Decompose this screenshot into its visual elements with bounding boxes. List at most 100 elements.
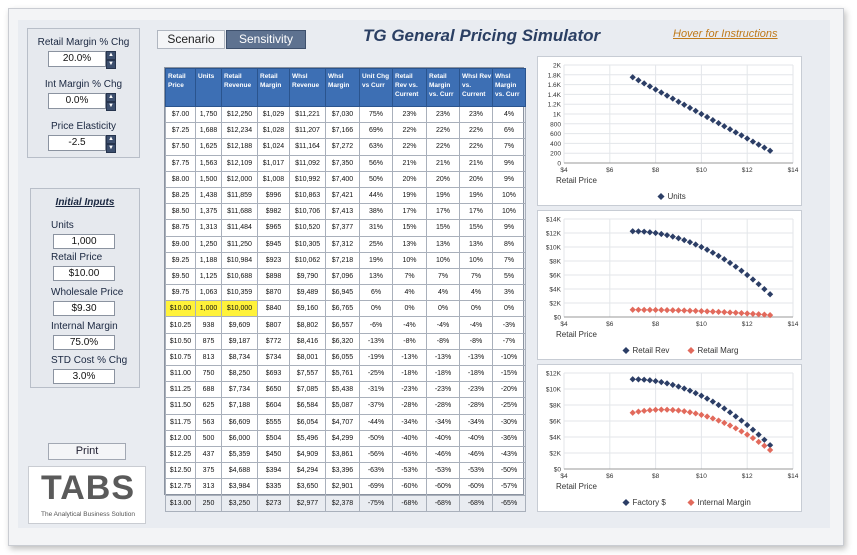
- table-row: $7.25 1,688 $12,234 $1,028 $11,207 $7,166 69% 2…: [165, 122, 526, 140]
- wholesale-price-input[interactable]: $9.30: [53, 301, 115, 316]
- data-point: [641, 228, 648, 235]
- table-cell: 50%: [359, 170, 393, 188]
- legend-label: Retail Marg: [698, 346, 739, 355]
- data-point: [761, 442, 768, 449]
- table-cell: 15%: [392, 219, 427, 237]
- instructions-link[interactable]: Hover for Instructions: [673, 28, 778, 40]
- internal-margin-input[interactable]: 75.0%: [53, 335, 115, 350]
- table-cell: $13.00: [165, 494, 196, 512]
- table-cell: $7,734: [221, 381, 258, 399]
- data-point: [663, 92, 671, 99]
- table-cell: $10,688: [221, 267, 258, 286]
- data-point: [686, 307, 694, 314]
- spin-down-icon[interactable]: ▼: [106, 60, 116, 69]
- table-header: Retail Price Units Retail Revenue Retail Ma…: [165, 68, 526, 107]
- table-cell: $6,320: [325, 332, 360, 350]
- int-margin-value[interactable]: 0.0%: [48, 93, 106, 109]
- table-cell: 17%: [392, 203, 427, 221]
- table-cell: -34%: [459, 413, 493, 431]
- y-tick-label: $4K: [549, 287, 561, 294]
- data-point: [704, 308, 711, 315]
- x-tick-label: $10: [696, 473, 707, 480]
- table-cell: -60%: [426, 478, 460, 496]
- table-cell: -3%: [492, 316, 526, 334]
- table-cell: $7,413: [325, 203, 360, 221]
- y-tick-label: $0: [554, 467, 562, 474]
- data-point: [761, 436, 768, 443]
- table-cell: -53%: [392, 462, 427, 480]
- table-cell: -28%: [392, 397, 427, 415]
- logo-tagline: The Analytical Business Solution: [41, 511, 135, 518]
- table-cell: 1,625: [195, 138, 222, 156]
- data-point: [669, 406, 676, 414]
- table-cell: 313: [195, 478, 222, 496]
- table-cell: 4%: [492, 105, 526, 124]
- units-input[interactable]: 1,000: [53, 234, 115, 249]
- table-cell: 13%: [426, 235, 460, 253]
- std-cost-input[interactable]: 3.0%: [53, 369, 115, 384]
- x-tick-label: $6: [606, 473, 614, 480]
- table-cell: 1,375: [195, 203, 222, 221]
- table-cell: $7,312: [325, 235, 360, 253]
- data-point: [698, 411, 705, 418]
- retail-margin-spinner[interactable]: 20.0% ▲ ▼: [48, 51, 116, 69]
- legend-label: Factory $: [633, 498, 667, 507]
- table-cell: 10%: [426, 251, 460, 269]
- legend-marker: [687, 346, 695, 355]
- table-cell: 1,000: [195, 300, 222, 318]
- table-row: $12.75 313 $3,984 $335 $3,650 $2,901 -69% -60% -…: [165, 478, 526, 496]
- y-tick-label: $6K: [549, 273, 561, 280]
- table-cell: 6%: [359, 284, 393, 302]
- x-tick-label: $14: [788, 473, 799, 480]
- spin-up-icon[interactable]: ▲: [106, 51, 116, 60]
- data-point: [635, 376, 642, 383]
- data-point: [709, 398, 716, 405]
- legend-label: Retail Rev: [633, 346, 670, 355]
- spin-down-icon[interactable]: ▼: [106, 144, 116, 153]
- table-cell: $2,378: [325, 494, 360, 512]
- tab-scenario[interactable]: Scenario: [157, 30, 225, 49]
- table-cell: 1,188: [195, 251, 222, 269]
- table-cell: $996: [257, 186, 290, 205]
- retail-margin-value[interactable]: 20.0%: [48, 51, 106, 67]
- print-button[interactable]: Print: [48, 443, 126, 460]
- table-row: $11.00 750 $8,250 $693 $7,557 $5,761 -25% -18% -…: [165, 364, 526, 383]
- y-tick-label: $8K: [549, 259, 561, 266]
- table-row: $10.00 1,000 $10,000 $840 $9,160 $6,765 0% 0% 0%…: [165, 300, 526, 318]
- spin-up-icon[interactable]: ▲: [106, 135, 116, 144]
- table-cell: -63%: [359, 462, 393, 480]
- int-margin-spinner[interactable]: 0.0% ▲ ▼: [48, 93, 116, 111]
- table-cell: -60%: [392, 478, 427, 496]
- table-cell: $7,557: [289, 364, 326, 383]
- table-cell: -46%: [426, 445, 460, 464]
- retail-price-input[interactable]: $10.00: [53, 266, 115, 281]
- data-point: [709, 117, 716, 124]
- data-point: [658, 406, 665, 413]
- table-cell: $11,688: [221, 203, 258, 221]
- table-cell: $12,234: [221, 122, 258, 140]
- table-cell: $11,250: [221, 235, 258, 253]
- table-cell: $7,218: [325, 251, 360, 269]
- price-elasticity-spinner[interactable]: -2.5 ▲ ▼: [48, 135, 116, 153]
- table-cell: 7%: [492, 251, 526, 269]
- table-cell: $12,000: [221, 170, 258, 188]
- table-cell: $734: [257, 348, 290, 367]
- spin-up-icon[interactable]: ▲: [106, 93, 116, 102]
- price-elasticity-value[interactable]: -2.5: [48, 135, 106, 151]
- table-cell: $772: [257, 332, 290, 350]
- y-tick-label: 1.8K: [548, 72, 562, 79]
- y-tick-label: $2K: [549, 301, 561, 308]
- x-tick-label: $4: [560, 473, 568, 480]
- table-cell: 38%: [359, 203, 393, 221]
- table-cell: $10,305: [289, 235, 326, 253]
- table-cell: $10.25: [165, 316, 196, 334]
- y-tick-label: 1.4K: [548, 92, 562, 99]
- table-cell: 0%: [392, 300, 427, 318]
- table-cell: $9.50: [165, 267, 196, 286]
- spin-down-icon[interactable]: ▼: [106, 102, 116, 111]
- table-cell: $9.00: [165, 235, 196, 253]
- data-point: [646, 306, 653, 313]
- tab-sensitivity[interactable]: Sensitivity: [226, 30, 306, 49]
- y-tick-label: $2K: [549, 451, 561, 458]
- x-tick-label: $8: [652, 473, 660, 480]
